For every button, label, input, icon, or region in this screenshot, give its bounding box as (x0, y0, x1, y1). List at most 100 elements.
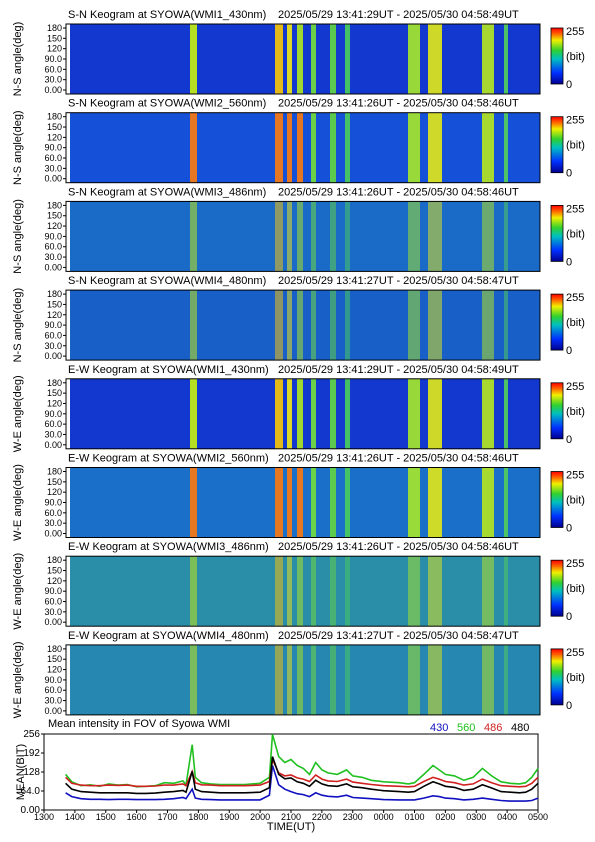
aurora-band (287, 467, 292, 538)
x-tick-label: 2000 (250, 812, 270, 822)
aurora-band (408, 644, 420, 715)
legend-entry: 560 (457, 722, 475, 734)
plot-area (43, 733, 539, 811)
colorbar-max: 255 (566, 381, 584, 393)
colorbar-min: 0 (566, 79, 572, 91)
series-line-486 (65, 756, 539, 788)
colorbar-unit: (bit) (566, 583, 585, 595)
aurora-band (482, 378, 494, 449)
aurora-band (311, 467, 316, 538)
colorbar-unit: (bit) (566, 495, 585, 507)
aurora-band (428, 24, 442, 94)
colorbar-unit: (bit) (566, 228, 585, 240)
aurora-band (287, 644, 292, 715)
keogram-ytick: 150 (47, 566, 62, 576)
keogram-panel: E-W Keogram at SYOWA(WMI1_430nm) 2025/05/… (12, 364, 585, 452)
keogram-title: S-N Keogram at SYOWA(WMI2_560nm) (68, 98, 266, 110)
aurora-band (408, 290, 420, 361)
colorbar-max: 255 (566, 647, 584, 659)
aurora-band (330, 201, 336, 272)
aurora-band (287, 378, 292, 449)
keogram-ytick: 90.0 (44, 675, 62, 685)
aurora-band (345, 378, 350, 449)
aurora-band (330, 644, 336, 715)
legend-entry: 480 (511, 722, 529, 734)
keogram-ytick: 60.0 (44, 419, 62, 429)
aurora-band (297, 112, 303, 183)
keogram-ytick: 120 (47, 310, 62, 320)
aurora-band (287, 112, 292, 183)
keogram-ytick: 120 (47, 665, 62, 675)
aurora-band (482, 201, 494, 272)
colorbar-min: 0 (566, 700, 572, 712)
y-tick-label: 128 (23, 767, 40, 778)
keogram-ytick: 60.0 (44, 242, 62, 252)
x-tick-label: 1700 (157, 812, 177, 822)
colorbar-max: 255 (566, 558, 584, 570)
keogram-ytick: 30.0 (44, 607, 62, 617)
x-tick-label: 0100 (404, 812, 424, 822)
keogram-ylabel: W-E angle(deg) (12, 464, 24, 541)
colorbar-max: 255 (566, 26, 584, 38)
aurora-band (287, 201, 292, 272)
keogram-ytick: 0.00 (44, 351, 62, 361)
keogram-ytick: 90.0 (44, 54, 62, 64)
keogram-time-range: 2025/05/29 13:41:26UT - 2025/05/30 04:58… (278, 98, 519, 110)
aurora-band (287, 556, 292, 627)
aurora-band (504, 112, 508, 183)
colorbar-unit: (bit) (566, 672, 585, 684)
legend-entry: 486 (484, 722, 502, 734)
aurora-band (311, 24, 316, 94)
keogram-ylabel: N-S angle(deg) (12, 288, 24, 363)
keogram-ytick: 120 (47, 44, 62, 54)
x-tick-label: 0400 (497, 812, 517, 822)
aurora-band (482, 112, 494, 183)
keogram-time-range: 2025/05/29 13:41:29UT - 2025/05/30 04:58… (278, 364, 519, 376)
aurora-band (275, 24, 283, 94)
aurora-band (311, 644, 316, 715)
series-line-480 (65, 756, 539, 795)
keogram-ytick: 0.00 (44, 440, 62, 450)
colorbar-max: 255 (566, 292, 584, 304)
keogram-ytick: 0.00 (44, 617, 62, 627)
keogram-time-range: 2025/05/29 13:41:29UT - 2025/05/30 04:58… (278, 9, 519, 21)
x-tick-label: 1800 (188, 812, 208, 822)
aurora-band (345, 467, 350, 538)
aurora-band (190, 290, 197, 361)
aurora-band (311, 290, 316, 361)
keogram-ytick: 30.0 (44, 429, 62, 439)
aurora-band (275, 556, 283, 627)
colorbar-unit: (bit) (566, 51, 585, 63)
colorbar (550, 559, 564, 617)
aurora-band (345, 290, 350, 361)
keogram-ytick: 30.0 (44, 163, 62, 173)
keogram-title: S-N Keogram at SYOWA(WMI1_430nm) (68, 9, 266, 21)
aurora-band (297, 201, 303, 272)
x-tick-label: 1600 (127, 812, 147, 822)
keogram-panel: S-N Keogram at SYOWA(WMI1_430nm) 2025/05/… (12, 9, 585, 96)
colorbar-min: 0 (566, 434, 572, 446)
colorbar (550, 293, 564, 351)
keogram-ylabel: W-E angle(deg) (12, 375, 24, 452)
aurora-band (297, 290, 303, 361)
colorbar (550, 116, 564, 174)
aurora-band (504, 644, 508, 715)
y-axis-label: MEAN(BIT) (15, 744, 27, 800)
keogram-ytick: 180 (47, 200, 62, 210)
keogram-ytick: 60.0 (44, 153, 62, 163)
colorbar-max: 255 (566, 115, 584, 127)
colorbar (550, 27, 564, 85)
y-tick-label: 0.00 (21, 805, 41, 816)
aurora-band (345, 112, 350, 183)
keogram-ytick: 120 (47, 487, 62, 497)
aurora-band (330, 290, 336, 361)
colorbar-unit: (bit) (566, 406, 585, 418)
keogram-title: S-N Keogram at SYOWA(WMI3_486nm) (68, 186, 266, 198)
y-tick-label: 192 (23, 748, 40, 759)
aurora-band (428, 644, 442, 715)
aurora-band (428, 112, 442, 183)
aurora-band (330, 378, 336, 449)
aurora-band (345, 556, 350, 627)
aurora-band (275, 378, 283, 449)
